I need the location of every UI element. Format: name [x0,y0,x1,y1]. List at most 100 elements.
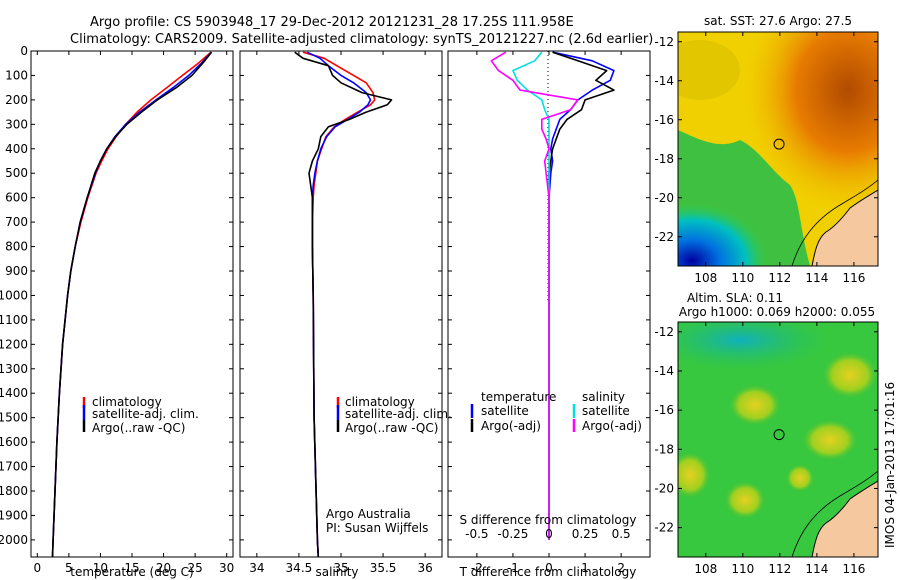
legend-t-satellite: satellite [481,404,529,418]
x-tick-label: 0 [545,561,553,575]
lon-tick-label: 116 [842,562,865,576]
sst-map-ticks: 108 110 112 114 116 -12 -14 -16 -18 -20 -22 [654,32,878,285]
sst-contour [791,179,878,266]
series-line-salinity-satellite [512,51,550,540]
sst-map-title: sat. SST: 27.6 Argo: 27.5 [704,14,852,28]
salinity-axes-frame [239,50,443,558]
difference-legend-temperature: temperature satellite Argo(-adj) [470,390,556,433]
lat-tick-label: -20 [654,191,674,205]
lon-tick-label: 112 [768,562,791,576]
salinity-x-ticks: 34 34.5 35 35.5 36 [249,51,433,575]
x-tick-label: 10 [93,561,108,575]
sla-high [723,480,767,520]
sst-patch [678,40,740,100]
legend-climatology: climatology [92,395,162,409]
lon-tick-label: 116 [842,271,865,285]
difference-s-ticks: -0.5 -0.25 0 0.25 0.5 [465,527,631,541]
title-line-1: Argo profile: CS 5903948_17 29-Dec-2012 … [90,15,574,30]
x-tick-label: 36 [418,561,433,575]
x-tick-label: 20 [156,561,171,575]
depth-tick-label: 900 [5,264,28,278]
x-tick-label: 1 [581,561,589,575]
difference-legend-salinity: salinity satellite Argo(-adj) [572,390,642,433]
series-line-argo-raw-qc [294,51,393,557]
depth-tick-label: 1500 [0,411,28,425]
sla-coastline [811,480,878,557]
s-tick-label: 0 [545,527,553,541]
temperature-profiles [51,51,213,557]
lon-tick-label: 114 [805,271,828,285]
temperature-axes-frame [30,50,234,558]
s-tick-label: -0.25 [497,527,528,541]
x-tick-label: 30 [219,561,234,575]
sla-high [800,418,860,462]
depth-tick-label: 1800 [0,484,28,498]
sst-map-frame [677,31,879,267]
difference-xlabel: T difference from climatology [459,565,637,579]
sla-high [727,383,783,427]
depth-tick-label: 2000 [0,533,28,547]
series-line-satellite-adj-clim [306,51,372,557]
depth-tick-label: 800 [5,240,28,254]
lat-tick-label: -20 [654,481,674,495]
sla-map-title: Altim. SLA: 0.11 [687,291,783,305]
sla-land [812,481,878,557]
lon-tick-label: 110 [731,562,754,576]
x-tick-label: 34 [249,561,264,575]
depth-tick-label: 1700 [0,460,28,474]
difference-xlabel-top: S difference from climatology [460,513,637,527]
legend-salinity-title: salinity [582,390,625,404]
depth-tick-label: 1400 [0,386,28,400]
salinity-legend: climatology satellite-adj. clim. Argo(..… [336,395,452,435]
sla-map-ticks: 108 110 112 114 116 -12 -14 -16 -18 -20 -22 [654,322,878,576]
sla-high [820,350,878,400]
difference-x-ticks: -2 -1 0 1 2 [471,51,625,575]
x-tick-label: 15 [124,561,139,575]
x-tick-label: -2 [471,561,483,575]
depth-tick-label: 1100 [0,313,28,327]
series-line-temperature-satellite [548,51,615,540]
lat-tick-label: -14 [654,364,674,378]
depth-tick-label: 1200 [0,337,28,351]
legend-satellite: satellite-adj. clim. [345,407,452,421]
series-line-temperature-argo-adj [548,51,615,540]
lat-tick-label: -14 [654,74,674,88]
depth-tick-label: 500 [5,166,28,180]
legend-argo: Argo(..raw -QC) [92,421,185,435]
x-tick-label: -1 [507,561,519,575]
sst-map-panel: sat. SST: 27.6 Argo: 27.5 108 110 112 114 11… [654,14,879,285]
temperature-y-ticks: 0 100 200 300 400 500 600 700 800 900 1000 1100 1200… [0,44,233,547]
salinity-xlabel: salinity [315,565,358,579]
argo-float-marker [773,429,785,441]
lat-tick-label: -16 [654,403,674,417]
depth-tick-label: 300 [5,117,28,131]
depth-tick-label: 1300 [0,362,28,376]
sla-contour [791,470,878,557]
temperature-legend: climatology satellite-adj. clim. Argo(..… [82,395,199,435]
sla-low [678,322,830,370]
depth-tick-label: 600 [5,191,28,205]
lat-tick-label: -18 [654,152,674,166]
legend-argo: Argo(..raw -QC) [345,421,438,435]
sst-land [812,190,878,266]
annotation-argo-australia: Argo Australia [326,507,411,521]
lat-tick-label: -12 [654,35,674,49]
imos-timestamp: IMOS 04-Jan-2013 17:01:16 [883,382,897,548]
series-line-argo-raw-qc [51,51,213,557]
lon-tick-label: 114 [805,562,828,576]
x-tick-label: 35 [333,561,348,575]
depth-tick-label: 1000 [0,288,28,302]
lat-tick-label: -18 [654,442,674,456]
lat-tick-label: -22 [654,230,674,244]
s-tick-label: 0.25 [572,527,599,541]
lat-tick-label: -12 [654,325,674,339]
sla-high [785,463,815,493]
x-tick-label: 34.5 [286,561,313,575]
sla-map-subtitle: Argo h1000: 0.069 h2000: 0.055 [679,305,875,319]
legend-temperature-title: temperature [481,390,556,404]
sla-map-frame [677,321,879,558]
s-tick-label: -0.5 [465,527,488,541]
depth-tick-label: 700 [5,215,28,229]
salinity-y-ticks [240,50,442,541]
